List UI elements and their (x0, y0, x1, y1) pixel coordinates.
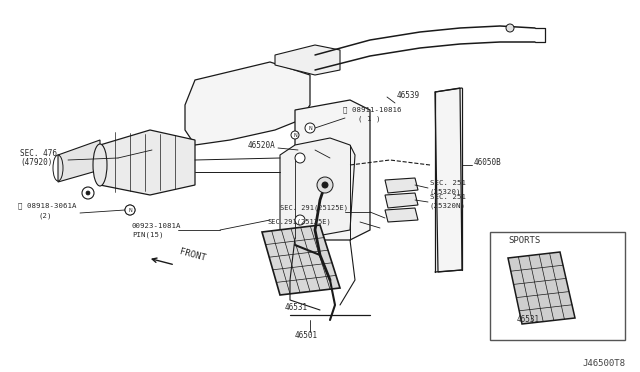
Text: Ⓝ 08918-3061A: Ⓝ 08918-3061A (18, 202, 77, 209)
Circle shape (322, 182, 328, 188)
Polygon shape (508, 252, 575, 324)
Circle shape (86, 191, 90, 195)
Text: (25320N): (25320N) (430, 203, 466, 209)
Text: SEC. 291(25125E): SEC. 291(25125E) (280, 205, 348, 211)
Text: 46531: 46531 (517, 315, 540, 324)
Text: (47920): (47920) (20, 157, 52, 167)
Text: N: N (128, 208, 132, 212)
Text: SEC.291(25125E): SEC.291(25125E) (268, 219, 332, 225)
Circle shape (291, 131, 299, 139)
Text: 46539: 46539 (397, 90, 420, 99)
Text: SEC. 251: SEC. 251 (430, 194, 466, 200)
Text: N: N (128, 208, 132, 212)
Ellipse shape (93, 144, 107, 186)
Polygon shape (58, 140, 100, 182)
Polygon shape (385, 193, 418, 208)
Circle shape (82, 187, 94, 199)
Text: 46050B: 46050B (474, 157, 502, 167)
Text: J46500T8: J46500T8 (582, 359, 625, 369)
Circle shape (125, 205, 135, 215)
Polygon shape (385, 208, 418, 222)
Text: N: N (293, 132, 297, 138)
Text: PIN(15): PIN(15) (132, 232, 163, 238)
Polygon shape (385, 178, 418, 193)
Text: SEC. 251: SEC. 251 (430, 180, 466, 186)
Text: (2): (2) (38, 212, 51, 218)
Circle shape (506, 24, 514, 32)
Text: 46501: 46501 (295, 331, 318, 340)
Text: SPORTS: SPORTS (508, 235, 540, 244)
Polygon shape (262, 225, 340, 295)
Text: ( 1 ): ( 1 ) (358, 115, 381, 122)
Text: SEC. 476: SEC. 476 (20, 148, 57, 157)
Text: 00923-1081A: 00923-1081A (132, 223, 182, 229)
Polygon shape (280, 138, 355, 240)
Circle shape (295, 215, 305, 225)
Polygon shape (185, 62, 310, 145)
Text: N: N (308, 125, 312, 131)
Text: 46531: 46531 (285, 304, 308, 312)
Text: Ⓝ 08911-10816: Ⓝ 08911-10816 (343, 106, 401, 113)
Circle shape (317, 177, 333, 193)
FancyBboxPatch shape (490, 232, 625, 340)
Circle shape (125, 205, 135, 215)
Text: FRONT: FRONT (178, 247, 206, 263)
Polygon shape (275, 45, 340, 75)
Text: 46520A: 46520A (248, 141, 276, 150)
Circle shape (305, 123, 315, 133)
Text: (25320): (25320) (430, 189, 461, 195)
Polygon shape (100, 130, 195, 195)
Polygon shape (435, 88, 462, 272)
Circle shape (295, 153, 305, 163)
Polygon shape (295, 100, 370, 240)
